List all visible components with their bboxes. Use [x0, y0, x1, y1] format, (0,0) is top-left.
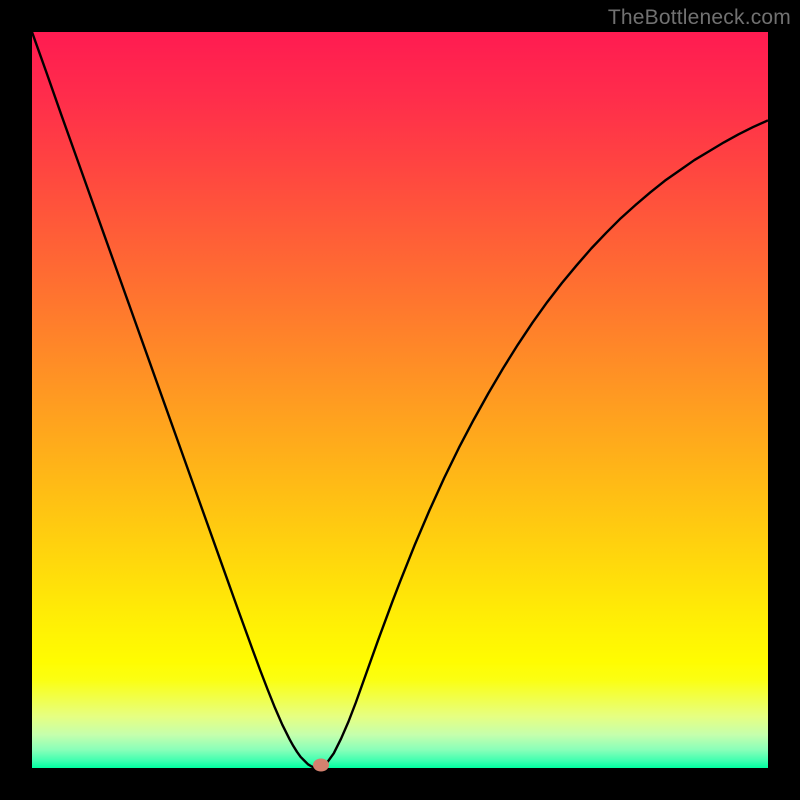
gradient-background [32, 32, 768, 768]
optimum-marker [313, 759, 329, 772]
watermark-text: TheBottleneck.com [608, 6, 791, 30]
figure-container: TheBottleneck.com [0, 0, 800, 800]
plot-area [32, 32, 768, 768]
